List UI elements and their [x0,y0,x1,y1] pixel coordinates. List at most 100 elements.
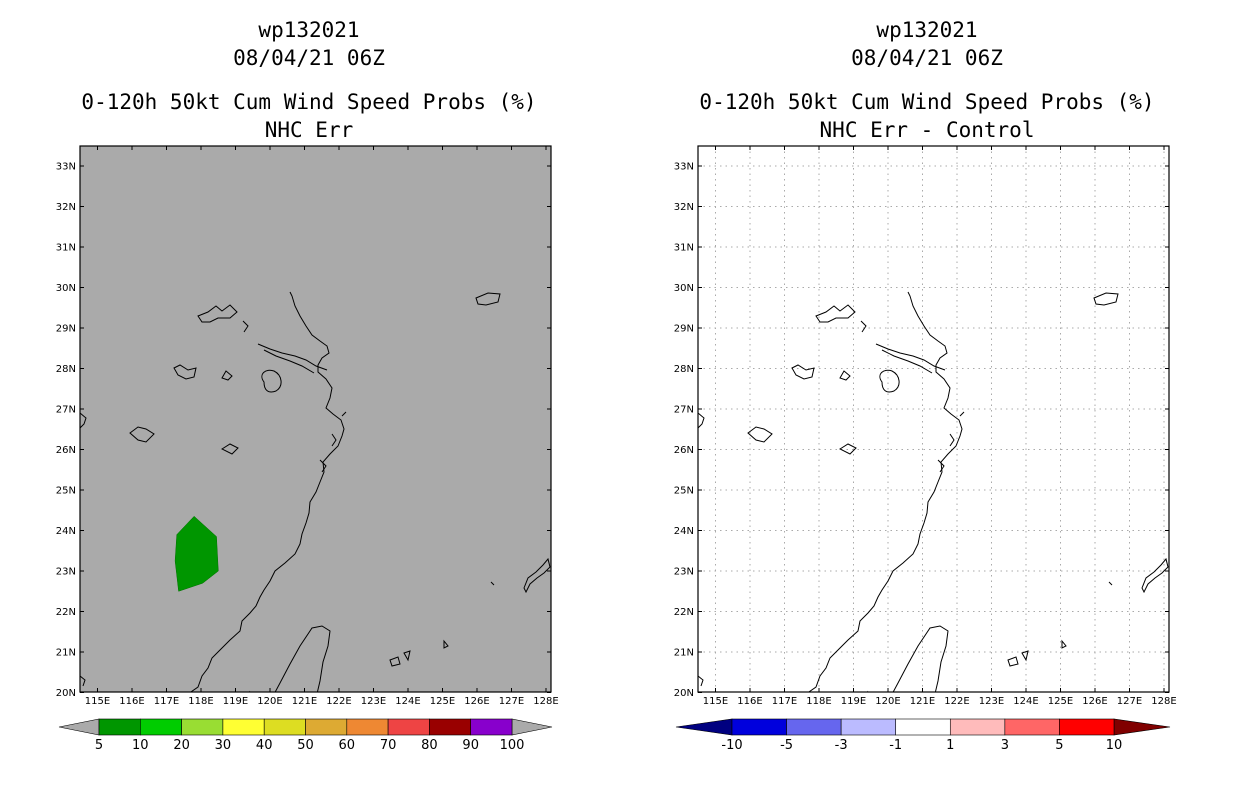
colorbar-label: 5 [95,738,103,753]
lat-label: 33N [674,162,694,173]
lat-label: 28N [674,364,694,375]
colorbar-swatch [181,718,224,736]
left-title-subtitle: NHC Err [264,118,354,142]
colorbar-label: 30 [215,738,232,753]
lon-label: 119E [841,696,866,707]
colorbar-label: 40 [256,738,273,753]
lon-label: 123E [361,696,386,707]
colorbar-swatch [1004,718,1060,736]
left-title-date: 08/04/21 06Z [233,46,385,70]
lon-label: 124E [1013,696,1038,707]
left-colorbar: 5 10 20 30 40 50 60 70 80 90 100 [58,718,553,753]
lon-label: 128E [533,696,558,707]
colorbar-label: 80 [421,738,438,753]
colorbar-swatch [263,718,306,736]
right-title-product: 0-120h 50kt Cum Wind Speed Probs (%) [699,90,1155,114]
colorbar-label: -1 [889,738,902,753]
lon-label: 122E [326,696,351,707]
lon-label: 116E [737,696,762,707]
lon-label: 128E [1151,696,1176,707]
lon-label: 120E [257,696,282,707]
colorbar-swatch [305,718,348,736]
right-title-date: 08/04/21 06Z [851,46,1003,70]
colorbar-swatch [1059,718,1115,736]
lat-label: 32N [56,202,76,213]
right-map-panel: 33N 32N 31N 30N 29N 28N 27N 26N 25N 24N 23N 22N 21N 2… [674,145,1177,753]
lon-label: 127E [499,696,524,707]
right-axis-ticks: 33N 32N 31N 30N 29N 28N 27N 26N 25N 24N 23N 22N 21N 2… [674,146,1177,707]
lon-label: 117E [772,696,797,707]
left-map-panel: 33N 32N 31N 30N 29N 28N 27N 26N 25N 24N 23N 22N 21N 2… [56,145,559,753]
lon-label: 118E [806,696,831,707]
lat-label: 27N [674,405,694,416]
lon-label: 117E [154,696,179,707]
colorbar-label: -3 [835,738,848,753]
lon-label: 118E [188,696,213,707]
lon-label: 126E [464,696,489,707]
lat-label: 23N [56,567,76,578]
lat-label: 20N [674,688,694,699]
colorbar-swatch [731,718,787,736]
lon-label: 127E [1117,696,1142,707]
lat-label: 21N [674,648,694,659]
colorbar-swatch [98,718,141,736]
colorbar-swatch [895,718,951,736]
right-map-background [698,146,1169,692]
colorbar-low-arrow [675,718,733,736]
lat-label: 23N [674,567,694,578]
lat-label: 20N [56,688,76,699]
colorbar-label: 10 [132,738,149,753]
colorbar-swatch [346,718,389,736]
lat-label: 24N [56,526,76,537]
lat-label: 31N [674,243,694,254]
colorbar-high-arrow [511,718,553,736]
lon-label: 122E [944,696,969,707]
lat-label: 29N [56,324,76,335]
colorbar-swatch [840,718,897,736]
right-colorbar: -10 -5 -3 -1 1 3 5 10 [675,718,1171,753]
lon-label: 121E [910,696,935,707]
lat-label: 27N [56,405,76,416]
lon-label: 119E [223,696,248,707]
lat-label: 30N [56,283,76,294]
colorbar-label: 50 [297,738,314,753]
lon-label: 126E [1082,696,1107,707]
lat-label: 30N [674,283,694,294]
lat-label: 25N [56,486,76,497]
colorbar-label: 60 [339,738,356,753]
lat-label: 22N [674,607,694,618]
right-title-subtitle: NHC Err - Control [819,118,1035,142]
colorbar-label: 3 [1001,738,1009,753]
colorbar-label: 90 [462,738,479,753]
lat-label: 22N [56,607,76,618]
colorbar-label: -5 [780,738,793,753]
lon-label: 115E [85,696,110,707]
left-map-background [80,146,551,692]
lat-label: 26N [56,445,76,456]
lon-label: 120E [875,696,900,707]
left-map-frame [79,145,552,693]
right-map-gridlines [698,146,1169,692]
lat-label: 29N [674,324,694,335]
colorbar-swatch [140,718,182,736]
colorbar-label: 100 [500,738,525,753]
lat-label: 28N [56,364,76,375]
lon-label: 115E [703,696,728,707]
lat-label: 25N [674,486,694,497]
lat-label: 32N [674,202,694,213]
right-map-frame [697,145,1170,693]
lon-label: 123E [979,696,1004,707]
colorbar-label: 1 [946,738,954,753]
colorbar-swatch [387,718,430,736]
colorbar-low-arrow [58,718,100,736]
colorbar-label: 10 [1106,738,1123,753]
colorbar-swatch [470,718,513,736]
right-title-storm: wp132021 [876,18,978,42]
lon-label: 124E [395,696,420,707]
lat-label: 33N [56,162,76,173]
left-title-product: 0-120h 50kt Cum Wind Speed Probs (%) [81,90,537,114]
colorbar-swatch [429,718,471,736]
lon-label: 121E [292,696,317,707]
lat-label: 31N [56,243,76,254]
colorbar-label: 70 [380,738,397,753]
